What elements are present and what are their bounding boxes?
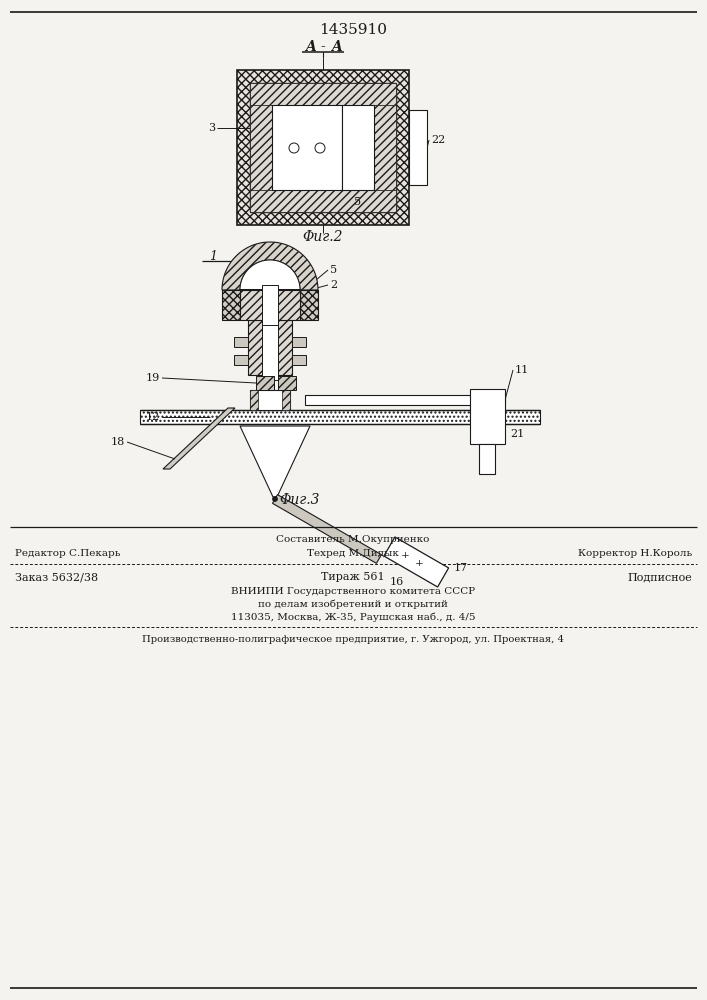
Polygon shape (222, 242, 318, 290)
Bar (240, 290, 300, 320)
Bar (305, 395, 505, 405)
Text: 19: 19 (146, 373, 160, 383)
Text: 113035, Москва, Ж-35, Раушская наб., д. 4/5: 113035, Москва, Ж-35, Раушская наб., д. … (230, 612, 475, 622)
Text: 16: 16 (390, 577, 404, 587)
Bar (222, 290, 240, 320)
Text: +: + (414, 559, 423, 568)
Bar (267, 380, 274, 410)
Text: Тираж 561: Тираж 561 (321, 572, 385, 582)
Bar (250, 83, 396, 105)
Bar (250, 390, 290, 410)
Text: 17: 17 (454, 563, 468, 573)
Polygon shape (163, 408, 235, 469)
Text: 5: 5 (330, 265, 337, 275)
Circle shape (315, 143, 325, 153)
Text: 21: 21 (510, 429, 525, 439)
Text: Φиг.2: Φиг.2 (303, 230, 344, 244)
Polygon shape (240, 260, 300, 290)
Bar (140, 410, 540, 424)
Bar (256, 376, 274, 390)
Text: 18: 18 (111, 437, 125, 447)
Bar (470, 389, 505, 444)
Bar (374, 105, 396, 190)
Bar (278, 376, 296, 390)
Bar (292, 337, 306, 347)
Bar (300, 290, 318, 320)
Text: 5: 5 (354, 197, 361, 207)
Bar (262, 315, 278, 380)
Bar (234, 355, 248, 365)
Polygon shape (384, 537, 449, 587)
Polygon shape (240, 426, 310, 497)
Text: Подписное: Подписное (627, 572, 692, 582)
Text: 12: 12 (146, 412, 160, 422)
Bar (282, 390, 290, 410)
Text: Φиг.3: Φиг.3 (280, 493, 320, 507)
Text: Составитель М.Окуприенко: Составитель М.Окуприенко (276, 536, 430, 544)
Text: ВНИИПИ Государственного комитета СССР: ВНИИПИ Государственного комитета СССР (231, 586, 475, 595)
Bar (234, 337, 248, 347)
Circle shape (289, 143, 299, 153)
Text: Техред М.Дидык: Техред М.Дидык (307, 550, 399, 558)
Text: Производственно-полиграфическое предприятие, г. Ужгород, ул. Проектная, 4: Производственно-полиграфическое предприя… (142, 636, 564, 645)
Bar (250, 105, 272, 190)
Text: Редактор С.Пекарь: Редактор С.Пекарь (15, 550, 120, 558)
Bar (248, 320, 292, 375)
Bar (342, 105, 374, 190)
Bar (479, 444, 495, 474)
Text: 11: 11 (515, 365, 530, 375)
Text: 3: 3 (208, 123, 215, 133)
Bar (250, 190, 396, 212)
Text: +: + (401, 551, 410, 560)
Circle shape (272, 496, 278, 502)
Bar (250, 83, 396, 212)
Text: -: - (321, 40, 325, 54)
Text: 1435910: 1435910 (319, 23, 387, 37)
Text: A: A (331, 40, 341, 54)
Bar (262, 285, 278, 325)
Polygon shape (272, 495, 381, 563)
Text: Заказ 5632/38: Заказ 5632/38 (15, 572, 98, 582)
Text: Корректор Н.Король: Корректор Н.Король (578, 550, 692, 558)
Text: 22: 22 (431, 135, 445, 145)
Text: A: A (305, 40, 315, 54)
Bar (272, 105, 342, 190)
Bar (237, 70, 409, 225)
Text: 1: 1 (209, 250, 217, 263)
Bar (409, 110, 427, 185)
Text: по делам изобретений и открытий: по делам изобретений и открытий (258, 599, 448, 609)
Bar (292, 355, 306, 365)
Bar (250, 390, 258, 410)
Text: 2: 2 (330, 280, 337, 290)
